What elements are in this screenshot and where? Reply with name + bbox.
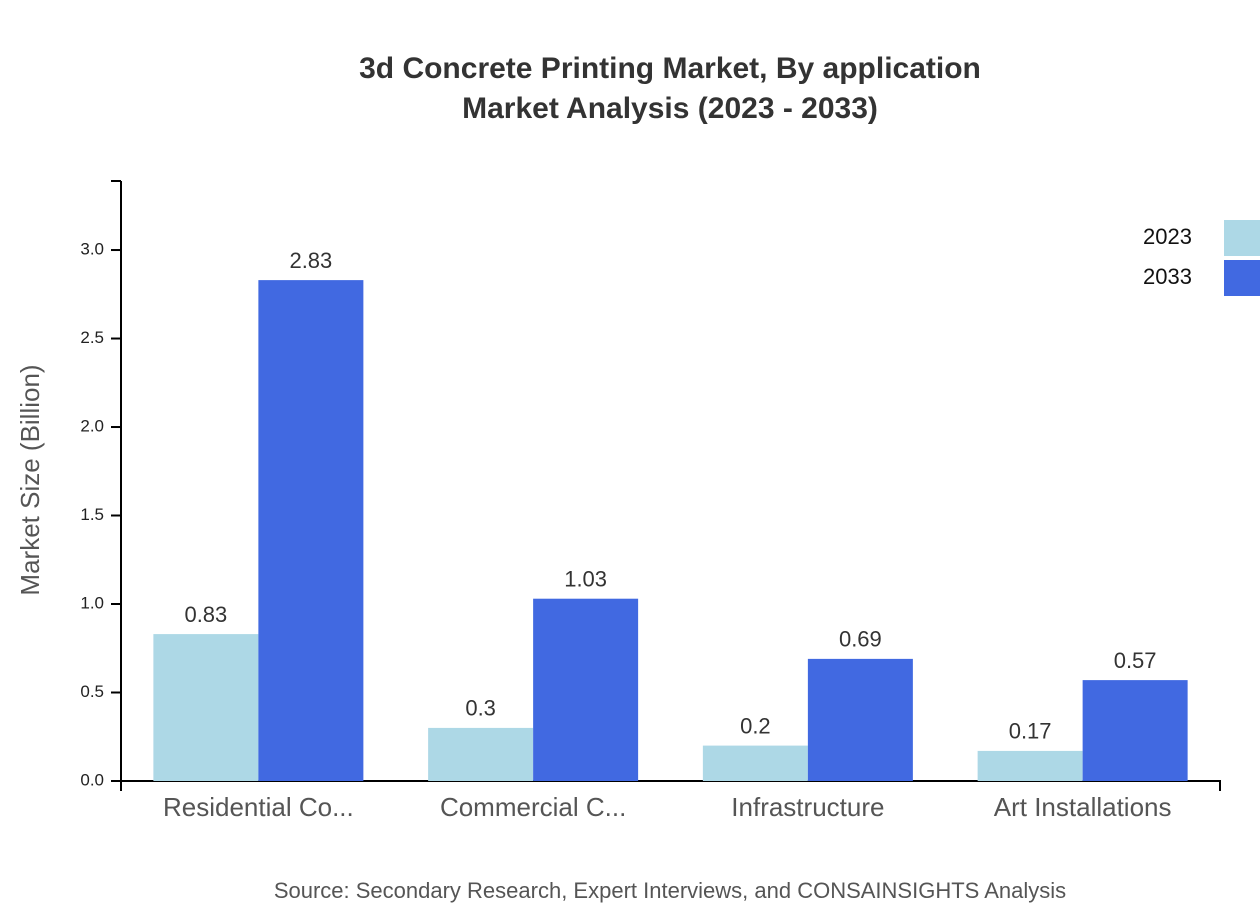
y-tick-label: 0.5 [80, 682, 104, 701]
chart-title: 3d Concrete Printing Market, By applicat… [359, 52, 981, 85]
y-axis-label: Market Size (Billion) [15, 364, 45, 595]
y-tick-label: 2.5 [80, 328, 104, 347]
bar [258, 280, 364, 781]
y-tick-label: 2.0 [80, 417, 104, 436]
y-tick-label: 3.0 [80, 240, 104, 259]
value-label: 0.2 [740, 713, 771, 738]
bar [702, 745, 808, 781]
chart-subtitle: Market Analysis (2023 - 2033) [462, 92, 878, 125]
value-label: 0.83 [184, 602, 227, 627]
legend-swatch [1224, 220, 1260, 256]
x-tick-label: Residential Co... [163, 792, 354, 822]
value-label: 0.69 [839, 627, 882, 652]
legend-label: 2023 [1143, 224, 1192, 249]
bar [428, 727, 534, 781]
value-label: 2.83 [289, 248, 332, 273]
legend-swatch [1224, 260, 1260, 296]
value-label: 1.03 [564, 567, 607, 592]
bar [807, 658, 913, 781]
x-tick-label: Art Installations [994, 792, 1172, 822]
bar [977, 750, 1083, 781]
x-tick-label: Infrastructure [731, 792, 884, 822]
bar [1082, 680, 1188, 781]
value-label: 0.3 [465, 696, 496, 721]
value-label: 0.57 [1114, 648, 1157, 673]
y-tick-label: 1.5 [80, 505, 104, 524]
value-label: 0.17 [1009, 719, 1052, 744]
legend-label: 2033 [1143, 264, 1192, 289]
bar [153, 634, 259, 781]
y-tick-label: 0.0 [80, 770, 104, 789]
bar [533, 598, 639, 781]
source-note: Source: Secondary Research, Expert Inter… [274, 878, 1066, 903]
x-tick-label: Commercial C... [440, 792, 626, 822]
y-tick-label: 1.0 [80, 593, 104, 612]
